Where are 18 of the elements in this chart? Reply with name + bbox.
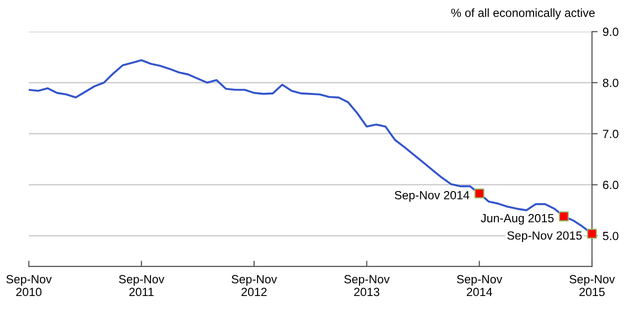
y-tick-label: 6.0: [603, 180, 618, 190]
y-tick-label: 8.0: [602, 78, 618, 88]
y-tick-label: 5.0: [602, 232, 618, 240]
x-tick-label: Sep-Nov 2014: [456, 275, 502, 296]
annotation: Sep-Nov 2014: [394, 191, 470, 202]
annotation: Jun-Aug 2015: [480, 214, 554, 225]
x-tick-label: Sep-Nov 2012: [232, 275, 278, 296]
point: [474, 188, 484, 198]
x-tick-label: Sep-Nov 2010: [6, 275, 52, 296]
point: [587, 228, 597, 239]
point: [558, 211, 569, 222]
annotation: Sep-Nov 2015: [507, 231, 582, 242]
x-tick-label: Sep-Nov 2015: [570, 275, 615, 296]
y-axis-title: % of all economically active: [451, 8, 595, 20]
y-tick-label: 9.0: [602, 28, 618, 36]
x-tick-label: Sep-Nov 2011: [119, 275, 164, 296]
y-tick-label: 7.0: [603, 130, 618, 138]
x-tick-label: Sep-Nov 2013: [344, 275, 390, 296]
